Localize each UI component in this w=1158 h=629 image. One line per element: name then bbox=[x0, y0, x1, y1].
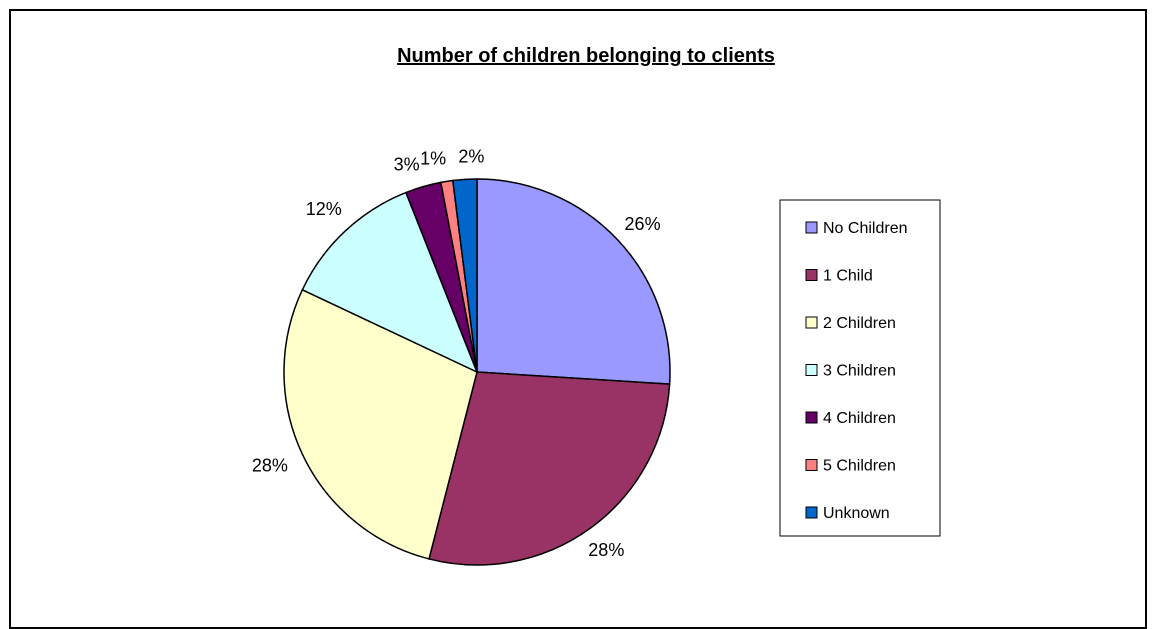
slice-label-5-children: 1% bbox=[420, 149, 446, 169]
pie-slice-unknown bbox=[451, 178, 478, 373]
legend-swatch-3-children bbox=[805, 364, 818, 376]
pie-slice-3-children bbox=[301, 191, 479, 374]
legend: No Children 1 Child 2 Children 3 Children 4 … bbox=[779, 199, 941, 537]
legend-label-no-children: No Children bbox=[823, 220, 907, 237]
pie-slice-2-children bbox=[283, 288, 478, 560]
slice-label-3-children: 12% bbox=[306, 199, 342, 219]
pie-slice-no-children bbox=[476, 178, 671, 385]
legend-swatch-5-children bbox=[805, 459, 818, 471]
legend-swatch-4-children bbox=[805, 411, 818, 424]
legend-label-4-children: 4 Children bbox=[823, 410, 896, 427]
pie-slices bbox=[283, 178, 671, 566]
slice-label-unknown: 2% bbox=[458, 146, 484, 166]
legend-label-1-child: 1 Child bbox=[823, 268, 873, 285]
slice-label-2-children: 28% bbox=[252, 456, 288, 476]
legend-swatch-1-child bbox=[805, 269, 818, 281]
pie-slice-labels: 26% 28% 28% 12% 3% 1% 2% bbox=[252, 146, 661, 560]
legend-label-5-children: 5 Children bbox=[823, 458, 896, 475]
legend-label-2-children: 2 Children bbox=[823, 315, 896, 332]
legend-label-unknown: Unknown bbox=[823, 505, 890, 522]
legend-swatch-no-children bbox=[805, 221, 818, 234]
pie-slice-1-child bbox=[428, 371, 671, 566]
legend-label-3-children: 3 Children bbox=[823, 363, 896, 380]
slice-label-4-children: 3% bbox=[394, 154, 420, 174]
chart-title: Number of children belonging to clients bbox=[397, 45, 775, 67]
slice-label-no-children: 26% bbox=[625, 214, 661, 234]
slice-label-1-child: 28% bbox=[588, 540, 624, 560]
legend-swatch-unknown bbox=[805, 506, 818, 519]
legend-swatch-2-children bbox=[805, 316, 818, 329]
